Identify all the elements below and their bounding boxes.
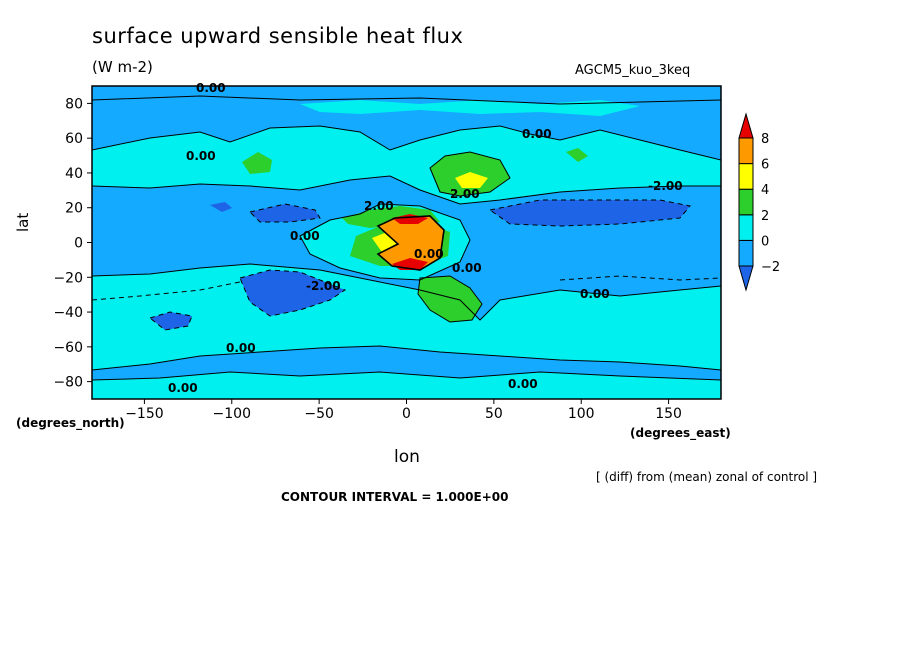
contour-label: 0.00 (414, 247, 444, 261)
contour-label: 0.00 (580, 287, 610, 301)
y-axis-units: (degrees_north) (16, 416, 125, 430)
fill-neg-pool-4 (150, 312, 192, 330)
contour-label: -2.00 (648, 179, 683, 193)
x-tick-label: 100 (568, 406, 595, 422)
x-tick-label: −150 (125, 406, 163, 422)
contour-line (92, 125, 721, 161)
contour-labels: 0.00 0.00 0.00 0.00 0.00 0.00 0.00 0.00 … (168, 81, 683, 395)
difference-note: [ (diff) from (mean) zonal of control ] (596, 470, 818, 484)
colorbar: −2 0 2 4 6 8 (738, 112, 780, 292)
contour-interval: CONTOUR INTERVAL = 1.000E+00 (281, 490, 509, 504)
colorbar-arrow-bottom (738, 265, 754, 292)
x-tick-label: 150 (655, 406, 682, 422)
contour-label: 0.00 (290, 229, 320, 243)
contour-label: 0.00 (508, 377, 538, 391)
contour-line (299, 203, 471, 281)
colorbar-label: 8 (761, 132, 769, 147)
y-tick-label: −80 (53, 375, 83, 391)
contour-line (92, 175, 721, 205)
contour-label: 0.00 (168, 381, 198, 395)
x-axis-units: (degrees_east) (630, 426, 731, 440)
x-axis: −150 −100 −50 0 50 100 150 (125, 399, 682, 422)
x-tick-label: 0 (402, 406, 411, 422)
fill-neg-pool-3 (240, 270, 345, 316)
y-tick-label: 80 (65, 96, 83, 112)
dashed-contours (92, 199, 721, 331)
fill-band-antarctic (92, 372, 721, 399)
colorbar-label: 2 (761, 209, 769, 224)
dashed-contour-line (249, 203, 321, 223)
contour-line (92, 263, 721, 321)
fill-green-south (418, 276, 482, 322)
x-tick-label: 50 (485, 406, 503, 422)
fill-neg-pool-5 (210, 202, 232, 212)
fill-neg-pool-2 (490, 200, 690, 226)
contour-line (376, 215, 445, 271)
colorbar-swatch (738, 163, 754, 190)
dashed-contour-line (92, 275, 721, 301)
colorbar-swatch (738, 239, 754, 267)
contour-line (417, 275, 483, 323)
colorbar-swatch (738, 188, 754, 216)
y-tick-label: 0 (74, 236, 83, 252)
dashed-contour-line (148, 311, 193, 331)
fill-band-arctic (92, 86, 721, 104)
y-tick-label: 60 (65, 131, 83, 147)
colorbar-arrow-top (738, 112, 754, 139)
fill-green-nw (242, 152, 272, 174)
colorbar-label: −2 (761, 260, 780, 275)
contour-label: 2.00 (450, 187, 480, 201)
contour-line (92, 345, 721, 371)
colorbar-swatch (738, 214, 754, 241)
contour-label: 0.00 (452, 261, 482, 275)
chart-title: surface upward sensible heat flux (92, 24, 464, 48)
contour-label: 0.00 (226, 341, 256, 355)
x-axis-label: lon (394, 447, 420, 467)
contour-line (92, 95, 721, 105)
x-tick-label: −100 (213, 406, 251, 422)
colorbar-label: 4 (761, 183, 769, 198)
contour-label: 2.00 (364, 199, 394, 213)
chart-units: (W m-2) (92, 58, 153, 76)
fill-green-n60 (566, 148, 588, 162)
contour-lines (92, 95, 721, 381)
fill-yellow-ne (455, 172, 488, 188)
y-tick-label: 20 (65, 201, 83, 217)
y-axis: −80 −60 −40 −20 0 20 40 60 80 (53, 96, 92, 391)
y-tick-label: 40 (65, 166, 83, 182)
field-fills (92, 86, 721, 399)
dashed-contour-line (488, 199, 691, 227)
dashed-contour-line (239, 269, 347, 317)
contour-label: 0.00 (196, 81, 226, 95)
contour-line (92, 371, 721, 381)
colorbar-swatch (738, 137, 754, 165)
y-tick-label: −60 (53, 340, 83, 356)
contour-line (429, 151, 511, 197)
contour-label: 0.00 (186, 149, 216, 163)
y-tick-label: −40 (53, 305, 83, 321)
y-tick-label: −20 (53, 270, 83, 286)
fill-band-north (92, 126, 721, 204)
contour-label: 0.00 (522, 127, 552, 141)
contour-label: -2.00 (306, 279, 341, 293)
model-name: AGCM5_kuo_3keq (575, 63, 691, 78)
colorbar-label: 0 (761, 234, 769, 249)
fill-orange-center (378, 216, 444, 270)
fill-neg-pool-1 (250, 204, 320, 222)
colorbar-label: 6 (761, 158, 769, 173)
x-tick-label: −50 (304, 406, 334, 422)
